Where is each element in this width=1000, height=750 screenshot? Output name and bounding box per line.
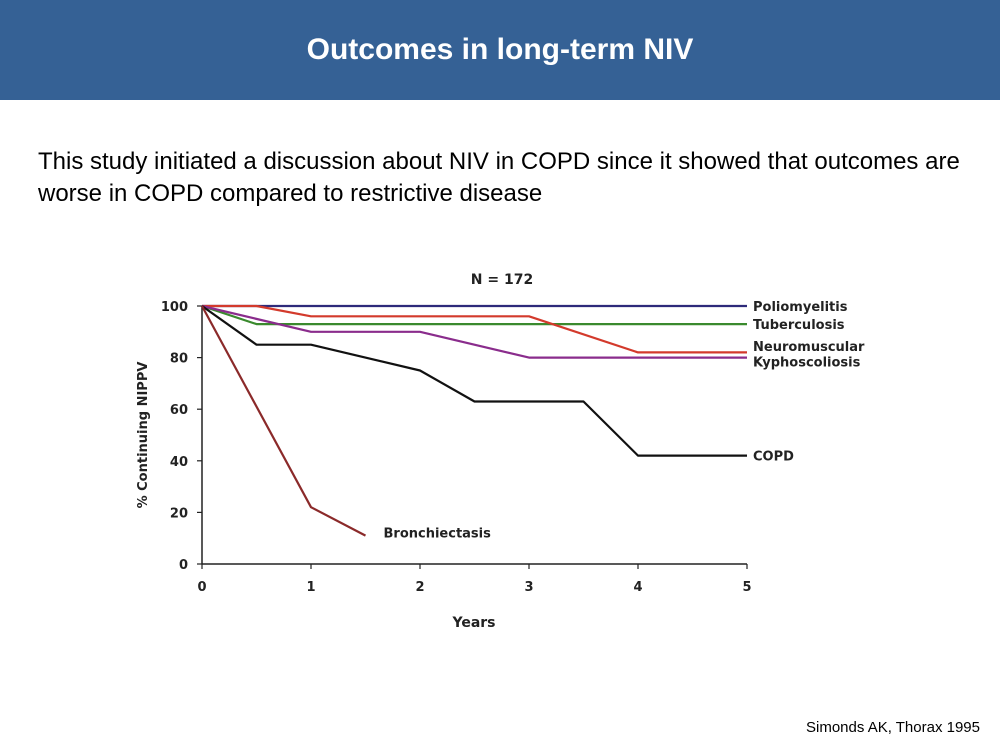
series-line-tuberculosis (201, 304, 747, 326)
series-label-poliomyelitis: Poliomyelitis (753, 300, 848, 315)
x-tick-label: 4 (633, 580, 642, 595)
y-tick-label: 20 (170, 506, 188, 521)
series-line-neuromuscular (202, 304, 747, 354)
series-line-copd (201, 305, 747, 457)
x-tick-label: 2 (415, 580, 424, 595)
slide-header: Outcomes in long-term NIV (0, 0, 1000, 100)
y-tick-label: 80 (170, 352, 188, 367)
series-label-kyphoscoliosis: Kyphoscoliosis (753, 355, 861, 370)
x-tick-label: 0 (197, 580, 206, 595)
chart-series (201, 304, 747, 537)
x-axis-label: Years (451, 615, 495, 631)
x-tick-label: 5 (742, 580, 751, 595)
slide-title: Outcomes in long-term NIV (306, 33, 694, 66)
chart-svg: N = 172 0 1 2 3 4 5 0 20 40 60 80 100 Poliomyelitis… (136, 272, 866, 631)
series-label-copd: COPD (753, 450, 794, 465)
y-tick-label: 40 (170, 455, 188, 470)
chart-axes: 0 1 2 3 4 5 0 20 40 60 80 100 (161, 300, 752, 595)
series-label-neuromuscular: Neuromuscular (753, 340, 865, 355)
y-tick-label: 60 (170, 403, 188, 418)
slide-body-text: This study initiated a discussion about … (38, 148, 960, 207)
survival-chart: N = 172 0 1 2 3 4 5 0 20 40 60 80 100 Poliomyelitis… (120, 260, 900, 640)
series-line-bronchiectasis (201, 305, 367, 537)
series-line-kyphoscoliosis (201, 304, 747, 359)
x-tick-label: 1 (306, 580, 315, 595)
y-tick-label: 0 (179, 558, 188, 573)
citation: Simonds AK, Thorax 1995 (806, 719, 980, 736)
chart-title: N = 172 (471, 272, 533, 288)
y-tick-label: 100 (161, 300, 188, 315)
series-label-bronchiectasis: Bronchiectasis (384, 527, 492, 542)
series-label-tuberculosis: Tuberculosis (753, 318, 845, 333)
chart-series-labels: Poliomyelitis Tuberculosis NeuromuscularKy… (384, 300, 866, 542)
x-tick-label: 3 (524, 580, 533, 595)
y-axis-label: % Continuing NIPPV (136, 362, 151, 509)
